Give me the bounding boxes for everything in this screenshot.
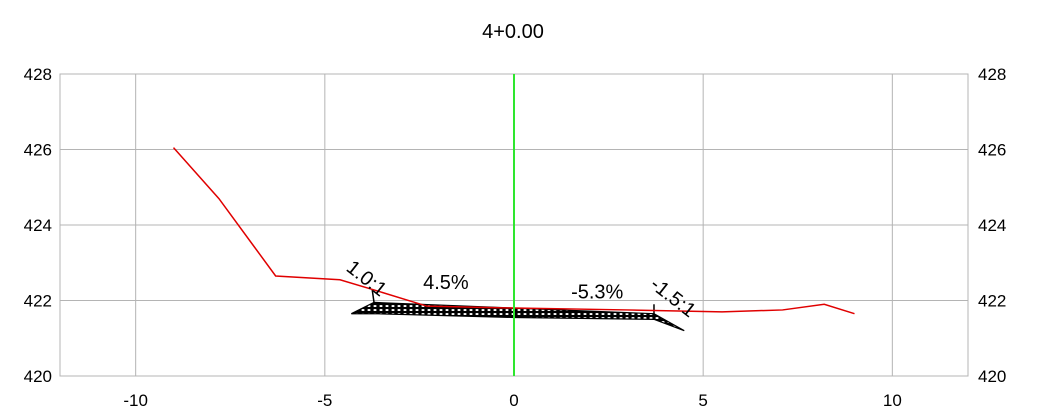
slope-annotation: -5.3% — [571, 282, 623, 304]
x-tick-label: 5 — [698, 391, 707, 410]
ground-line-layer — [172, 147, 855, 315]
y-tick-label-left: 420 — [24, 367, 52, 386]
y-tick-label-right: 422 — [978, 292, 1006, 311]
x-tick-label: 0 — [509, 391, 518, 410]
y-tick-label-right: 424 — [978, 216, 1006, 235]
y-tick-label-right: 426 — [978, 141, 1006, 160]
left-slope-tick — [371, 289, 375, 303]
tick-labels: -10 -5 0 5 10 420 420 422 422 424 424 426 426 428 428 — [24, 65, 1007, 410]
ground-line — [172, 147, 855, 315]
chart-title: 4+0.00 — [482, 21, 544, 43]
y-tick-label-left: 424 — [24, 216, 52, 235]
x-tick-label: -10 — [123, 391, 148, 410]
x-tick-label: -5 — [317, 391, 332, 410]
y-tick-label-left: 428 — [24, 65, 52, 84]
y-tick-label-right: 428 — [978, 65, 1006, 84]
y-tick-label-left: 426 — [24, 141, 52, 160]
design-section-polygon — [351, 301, 685, 332]
slope-annotation: 1.0:1 — [342, 256, 391, 301]
slope-annotation: 4.5% — [423, 272, 469, 294]
x-tick-label: 10 — [883, 391, 902, 410]
y-tick-label-left: 422 — [24, 292, 52, 311]
y-tick-label-right: 420 — [978, 367, 1006, 386]
